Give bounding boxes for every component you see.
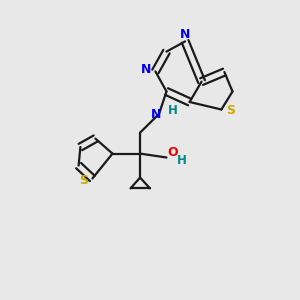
Text: H: H [177,154,186,167]
Text: N: N [151,107,161,121]
Text: N: N [141,63,151,76]
Text: S: S [226,104,235,117]
Text: S: S [79,174,88,188]
Text: O: O [168,146,178,159]
Text: N: N [180,28,190,41]
Text: H: H [168,104,177,117]
